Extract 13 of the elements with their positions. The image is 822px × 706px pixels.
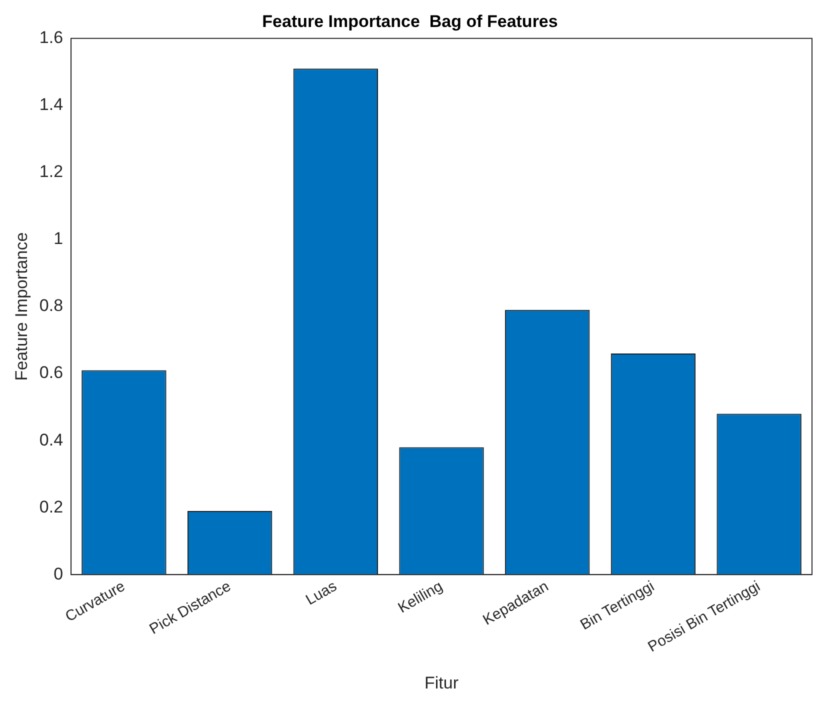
y-tick-label: 0.6 [39, 363, 64, 382]
y-tick-label: 1 [54, 229, 64, 248]
y-tick-label: 0.4 [39, 430, 64, 450]
y-tick-label: 1.2 [39, 162, 64, 182]
y-tick-label: 0.8 [39, 296, 64, 316]
y-axis-title: Feature Importance [12, 232, 31, 381]
y-tick-label: 0 [54, 564, 64, 584]
y-tick-label: 1.6 [39, 28, 64, 48]
x-tick-label: Luas [303, 578, 340, 609]
y-tick-label: 0.2 [39, 497, 64, 516]
x-axis-title: Fitur [424, 673, 459, 692]
chart-title: Feature Importance Bag of Features [262, 12, 558, 31]
y-tick-label: 1.4 [39, 95, 64, 114]
